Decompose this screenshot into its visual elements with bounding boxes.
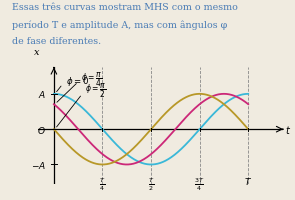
Text: $\frac{3T}{4}$: $\frac{3T}{4}$ [194,175,205,192]
Text: Essas três curvas mostram MHS com o mesmo: Essas três curvas mostram MHS com o mesm… [12,3,238,12]
Text: $\phi = \dfrac{\pi}{4}$: $\phi = \dfrac{\pi}{4}$ [57,70,102,103]
Text: período T e amplitude A, mas com ângulos φ: período T e amplitude A, mas com ângulos… [12,20,227,29]
Text: $-A$: $-A$ [31,159,46,170]
Text: $\frac{T}{4}$: $\frac{T}{4}$ [99,175,106,192]
Text: $A$: $A$ [38,89,46,100]
Text: $T$: $T$ [244,175,252,186]
Text: $\phi = \dfrac{\pi}{2}$: $\phi = \dfrac{\pi}{2}$ [57,82,106,127]
Text: $t$: $t$ [285,124,291,135]
Text: x: x [34,48,40,57]
Text: de fase diferentes.: de fase diferentes. [12,37,101,46]
Text: $\phi = 0$: $\phi = 0$ [57,75,89,92]
Text: $O$: $O$ [37,124,46,135]
Text: $\frac{T}{2}$: $\frac{T}{2}$ [148,175,154,192]
